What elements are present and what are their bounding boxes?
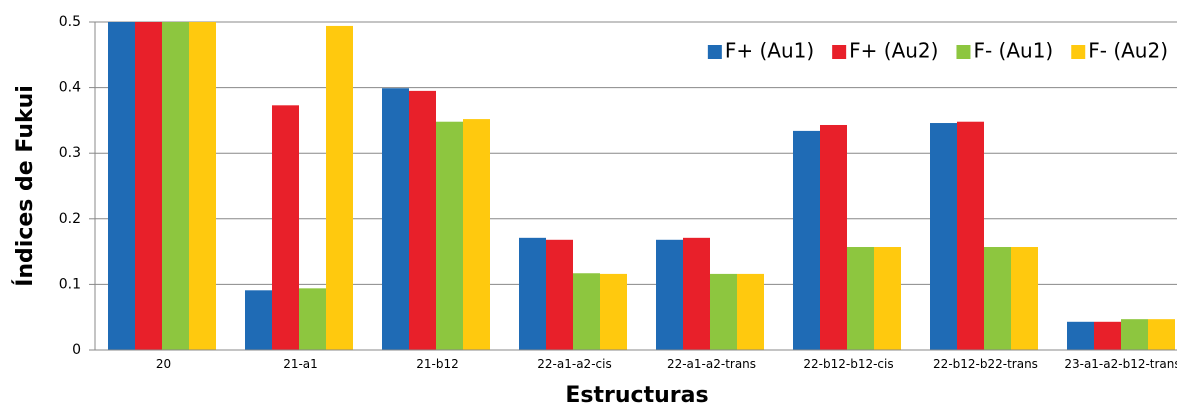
bar (382, 88, 409, 351)
y-tick-label: 0.2 (59, 211, 81, 227)
legend-swatch (956, 45, 971, 59)
y-tick-label: 0 (72, 342, 81, 358)
legend-label: F- (Au1) (973, 39, 1053, 63)
legend-swatch (832, 45, 847, 59)
bar (573, 273, 600, 350)
bar (1148, 319, 1175, 350)
bar (189, 22, 216, 350)
bar (930, 123, 957, 350)
x-tick-label: 20 (155, 357, 172, 371)
bar (683, 237, 710, 350)
bar (409, 90, 436, 350)
bar (1094, 321, 1121, 350)
bar (874, 247, 901, 350)
bar (108, 22, 135, 350)
x-axis-label: Estructuras (565, 383, 708, 406)
bar (1067, 321, 1094, 350)
bar (793, 130, 820, 350)
legend-swatch (1071, 45, 1086, 59)
bar (600, 273, 627, 350)
bar (162, 22, 189, 350)
y-tick-label: 0.3 (59, 145, 81, 161)
x-tick-label: 22-b12-b22-trans (933, 357, 1038, 371)
x-tick-label: 22-a1-a2-trans (666, 357, 757, 371)
bar (326, 25, 353, 350)
bar (1011, 247, 1038, 350)
x-tick-label: 21-a1 (283, 357, 318, 371)
bar (519, 237, 546, 350)
bar (436, 121, 463, 350)
legend-swatch (707, 45, 722, 59)
bar (463, 119, 490, 350)
bar (1121, 319, 1148, 350)
bar (135, 22, 162, 350)
bar (847, 247, 874, 350)
bar (546, 239, 573, 350)
bar (710, 273, 737, 350)
bar (272, 105, 299, 350)
x-tick-label: 22-b12-b12-cis (803, 357, 894, 371)
y-tick-label: 0.1 (59, 276, 81, 292)
bar (245, 290, 272, 350)
x-tick-label: 21-b12 (416, 357, 459, 371)
bar (957, 121, 984, 350)
bar (737, 273, 764, 350)
bar (984, 247, 1011, 350)
x-tick-label: 23-a1-a2-b12-trans (1064, 357, 1177, 371)
y-tick-label: 0.5 (59, 14, 81, 30)
y-tick-label: 0.4 (59, 80, 81, 96)
bar (656, 239, 683, 350)
bar (820, 124, 847, 350)
legend-label: F+ (Au2) (849, 39, 938, 63)
legend-label: F+ (Au1) (725, 39, 814, 63)
legend-label: F- (Au2) (1088, 39, 1168, 63)
x-tick-label: 22-a1-a2-cis (537, 357, 612, 371)
y-axis-label: Índices de Fukui (12, 85, 38, 287)
bar (299, 288, 326, 350)
